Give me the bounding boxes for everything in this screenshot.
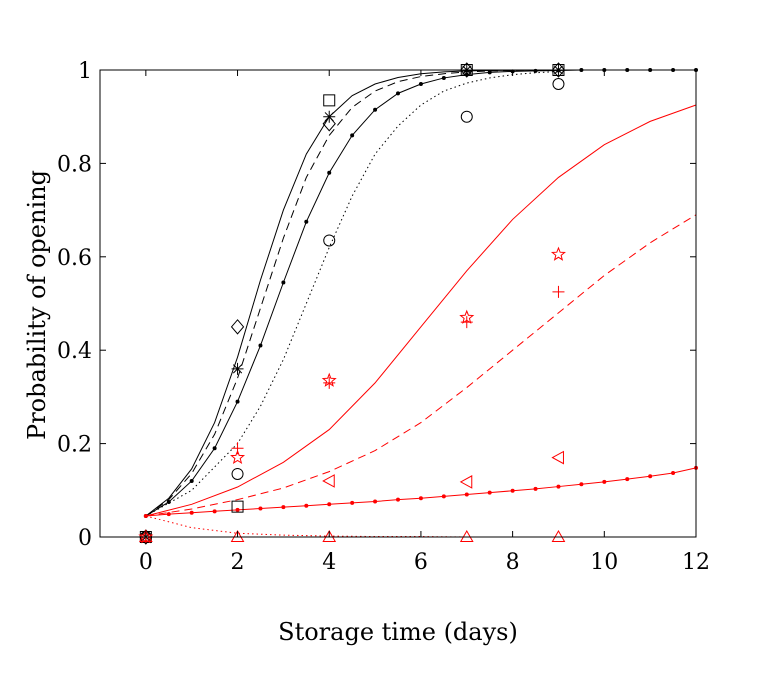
red-triangle-left-marker xyxy=(459,475,473,489)
tick-labels-layer: 0 2 4 6 8 10 12 0 0.2 0.4 0.6 0.8 1 xyxy=(57,59,710,575)
red-curve-dot xyxy=(396,497,400,502)
black-curve-dot xyxy=(304,219,309,224)
black-asterisk-marker xyxy=(231,362,244,375)
y-tick-label: 1 xyxy=(78,59,92,84)
red-curve-dot xyxy=(579,482,584,487)
x-tick-label: 6 xyxy=(414,550,428,575)
y-tick-label: 0 xyxy=(78,526,92,551)
red-curve-dot xyxy=(556,484,561,489)
black-curve-dot xyxy=(396,91,400,96)
black-curve-dot xyxy=(418,82,423,87)
red-curve-dot xyxy=(281,505,286,510)
black-curve-dot xyxy=(327,170,332,175)
black-curve-dot xyxy=(350,133,355,138)
red-curve-dot xyxy=(373,499,378,504)
black-circle-marker xyxy=(552,78,565,91)
red-triangle-up-marker xyxy=(459,529,474,542)
red-curve-dot xyxy=(327,502,332,507)
y-axis-title: Probability of opening xyxy=(23,170,51,440)
black-curve-dot xyxy=(189,478,194,483)
red-curve-dot xyxy=(350,500,355,505)
black-circle-marker xyxy=(460,110,473,123)
red-star-marker xyxy=(230,449,246,464)
red-star-marker xyxy=(138,529,154,544)
red-dashed-curve xyxy=(145,214,697,517)
x-axis-title: Storage time (days) xyxy=(278,618,518,646)
black-curve-dot xyxy=(281,280,286,285)
red-curve-dot xyxy=(533,486,538,491)
red-curve-dot xyxy=(625,477,630,482)
red-star-marker xyxy=(459,309,475,324)
black-curve-dot xyxy=(235,399,240,404)
black-circle-marker xyxy=(231,467,244,480)
y-tick-label: 0.8 xyxy=(57,152,92,177)
red-plus-marker xyxy=(552,285,565,298)
black-diamond-marker xyxy=(551,62,566,78)
black-square-marker xyxy=(231,500,244,513)
red-curve-dot xyxy=(143,513,148,518)
x-tick-label: 12 xyxy=(682,550,710,575)
black-circle-marker xyxy=(323,234,336,247)
black-curve-dot xyxy=(487,70,492,75)
red-curve-dot xyxy=(464,492,469,497)
markers-layer xyxy=(138,62,566,545)
black-curve-dot xyxy=(373,107,378,112)
x-tick-label: 4 xyxy=(322,550,336,575)
red-curve-dot xyxy=(671,471,676,476)
black-square-marker xyxy=(323,94,336,107)
red-curve-dot xyxy=(441,494,446,499)
black-curve-dot xyxy=(212,446,217,451)
y-tick-label: 0.4 xyxy=(57,339,92,364)
x-tick-label: 8 xyxy=(506,550,520,575)
red-triangle-up-marker xyxy=(138,529,153,542)
red-star-marker xyxy=(550,246,566,261)
red-curve-dot xyxy=(212,509,217,514)
red-triangle-left-marker xyxy=(322,474,335,488)
black-dashed-curve xyxy=(145,69,559,517)
red-curve-dot xyxy=(648,474,653,479)
black-curve-dot xyxy=(258,343,263,348)
red-star-marker xyxy=(321,372,337,387)
red-curve-dot xyxy=(418,496,423,501)
red-curve-dot xyxy=(235,507,240,512)
red-curve-dot xyxy=(166,512,171,517)
red-triangle-up-marker xyxy=(551,529,566,542)
x-tick-label: 0 xyxy=(139,550,153,575)
red-solid-curve xyxy=(145,104,697,517)
red-curve-dot xyxy=(304,503,309,508)
red-curve-dot xyxy=(258,506,263,511)
black-curve-dot xyxy=(441,75,446,80)
black-diamond-marker xyxy=(460,62,474,78)
red-triangle-left-marker xyxy=(551,450,564,465)
red-curve-dot xyxy=(487,490,492,495)
black-diamond-marker xyxy=(230,319,245,335)
red-triangle-up-marker xyxy=(322,529,337,542)
ticks-layer xyxy=(100,69,697,538)
black-diamond-marker xyxy=(322,115,336,132)
y-tick-label: 0.6 xyxy=(57,246,92,271)
x-tick-label: 10 xyxy=(590,550,618,575)
black-asterisk-marker xyxy=(323,110,336,123)
y-tick-label: 0.2 xyxy=(57,433,92,458)
red-triangle-up-marker xyxy=(230,529,245,542)
x-tick-label: 2 xyxy=(231,550,245,575)
red-curve-dot xyxy=(602,479,607,484)
red-curve-dot xyxy=(189,510,194,515)
plot-frame xyxy=(99,69,697,538)
red-curve-dot xyxy=(510,488,515,493)
